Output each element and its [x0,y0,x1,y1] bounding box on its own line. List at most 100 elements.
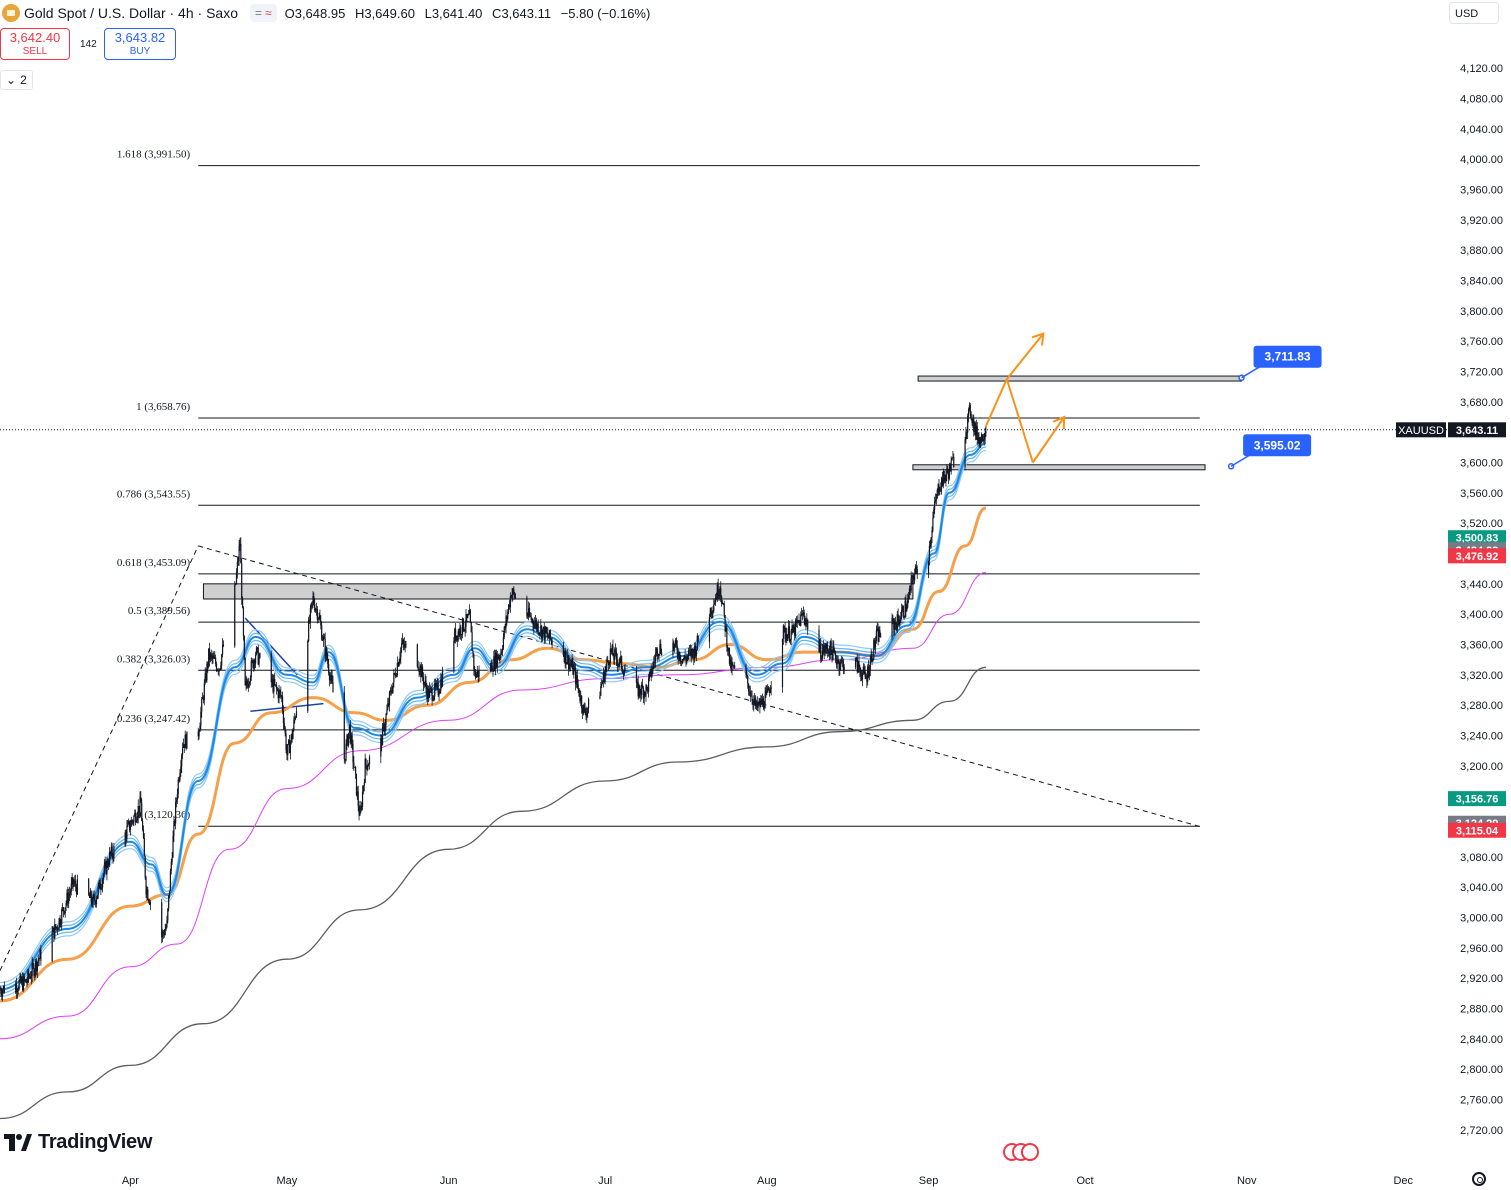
candle-body [681,659,684,663]
y-tick-label: 3,880.00 [1460,245,1503,257]
candle-body [128,820,131,830]
candle-body [876,628,878,631]
candle-body [784,628,786,639]
candle-body [732,663,734,666]
candle-body [768,690,771,693]
candle-body [477,670,479,678]
candle-body [533,624,535,629]
candle-body [278,690,280,699]
candle-body [819,643,821,652]
candle-body [53,927,55,939]
indicators-toggle[interactable]: ⌄ 2 [0,70,33,90]
candle-body [753,700,755,705]
candle-body [541,625,543,639]
candle-body [185,735,187,749]
candle-body [789,639,791,642]
candle-body [825,644,827,650]
candle-body [368,756,371,765]
candle-body [599,695,601,700]
currency-selector[interactable]: USD [1449,2,1499,24]
candle-body [496,654,498,667]
economic-events-icon[interactable] [1003,1143,1047,1163]
legend-header: Gold Spot / U.S. Dollar · 4h · Saxo = ≈ … [0,0,650,26]
y-tick-label: 3,760.00 [1460,336,1503,348]
y-tick-label: 4,120.00 [1460,63,1503,75]
candle-body [294,717,296,720]
candle-body [345,743,347,761]
candle-body [985,431,987,433]
candle-body [687,655,689,658]
candle-body [235,572,238,584]
candle-body [69,891,72,894]
candle-body [355,773,358,796]
candle-body [647,678,650,692]
candle-body [247,684,249,688]
candle-body [541,629,544,639]
candle-body [181,754,183,767]
candle-body [2,985,5,991]
candle-body [727,647,730,652]
candle-body [901,606,904,611]
candle-body [310,603,312,608]
candle-body [307,641,309,712]
candle-body [718,594,720,597]
candle-body [59,918,61,925]
candle-body [65,902,67,908]
candle-body [101,879,104,888]
candle-body [980,434,983,444]
candle-body [640,693,642,696]
candle-body [787,634,789,641]
fibonacci-retracement: 1.618 (3,991.50) 1 (3,658.76) 0.786 (3,543… [117,149,1200,827]
candle-body [72,877,74,885]
candle-body [211,655,213,659]
candle-body [647,687,649,692]
candle-body [18,981,20,990]
candle-body [19,975,21,982]
settings-gear-icon[interactable] [1472,1172,1486,1186]
y-tick-label: 3,840.00 [1460,276,1503,288]
candle-body [677,654,679,659]
candle-body [764,694,766,709]
candle-body [143,837,145,857]
candle-body [220,665,222,669]
candle-body [621,668,624,672]
candle-body [758,700,760,705]
candle-body [826,644,828,648]
candle-body [218,669,220,672]
candle-body [692,648,694,653]
x-tick-label: Oct [1076,1175,1093,1187]
candle-body [581,696,583,709]
candle-body [912,575,914,578]
candle-body [972,418,974,423]
candle-body [51,931,53,961]
y-tick-label: 2,760.00 [1460,1095,1503,1107]
candle-body [714,602,716,605]
candle-body [179,772,181,781]
candle-body [938,484,940,492]
symbol-title[interactable]: Gold Spot / U.S. Dollar · 4h · Saxo [24,5,238,21]
candle-body [757,704,759,708]
candle-body [34,970,36,976]
candle-body [534,623,536,629]
candle-body [328,664,330,674]
symbol-flags[interactable]: = ≈ [249,4,277,22]
candle-body [461,634,463,636]
fib-level-label: 1.618 (3,991.50) [117,149,191,161]
sell-button[interactable]: 3,642.40 SELL [0,28,70,60]
candle-body [950,460,952,472]
candle-body [438,693,440,696]
candle-body [821,658,823,660]
candle-body [678,652,680,659]
candle-body [862,666,864,674]
candle-body [549,630,551,639]
buy-button[interactable]: 3,643.82 BUY [104,28,176,60]
candle-body [792,625,794,633]
candle-body [821,650,824,659]
candle-body [895,624,897,630]
candle-body [288,740,290,745]
candle-body [896,614,898,630]
tradingview-logo[interactable]: TradingView [4,1131,152,1154]
spread-value: 142 [80,39,97,50]
candle-body [948,464,951,479]
